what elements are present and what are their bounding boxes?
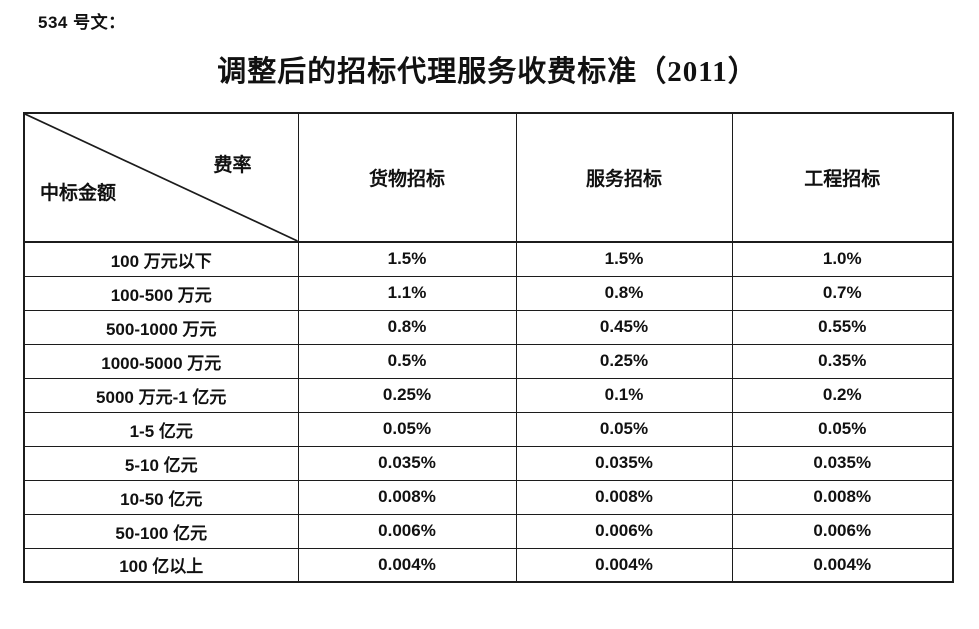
row-amount-label: 5000 万元-1 亿元	[23, 377, 299, 413]
cell-engineering-rate: 0.55%	[731, 309, 954, 345]
cell-goods-rate: 0.035%	[297, 445, 517, 481]
cell-service-rate: 0.8%	[515, 275, 733, 311]
table-row: 500-1000 万元 0.8% 0.45% 0.55%	[23, 309, 954, 345]
cell-service-rate: 0.004%	[515, 547, 733, 583]
table-row: 5-10 亿元 0.035% 0.035% 0.035%	[23, 445, 954, 481]
corner-label-rate: 费率	[213, 155, 252, 176]
column-header-engineering-bidding: 工程招标	[731, 112, 954, 243]
column-header-service-bidding: 服务招标	[515, 112, 733, 243]
row-amount-label: 10-50 亿元	[23, 479, 299, 515]
cell-service-rate: 0.45%	[515, 309, 733, 345]
cell-engineering-rate: 0.2%	[731, 377, 954, 413]
header-row: 费率 中标金额 货物招标 服务招标 工程招标	[23, 112, 954, 243]
cell-goods-rate: 1.1%	[297, 275, 517, 311]
table-row: 100-500 万元 1.1% 0.8% 0.7%	[23, 275, 954, 311]
row-amount-label: 100 亿以上	[23, 547, 299, 583]
row-amount-label: 100 万元以下	[23, 241, 299, 277]
cell-goods-rate: 0.008%	[297, 479, 517, 515]
corner-header-cell: 费率 中标金额	[23, 112, 299, 243]
cell-engineering-rate: 0.008%	[731, 479, 954, 515]
cell-engineering-rate: 0.035%	[731, 445, 954, 481]
row-amount-label: 1000-5000 万元	[23, 343, 299, 379]
cell-goods-rate: 0.006%	[297, 513, 517, 549]
cell-goods-rate: 1.5%	[297, 241, 517, 277]
cell-goods-rate: 0.5%	[297, 343, 517, 379]
doc-number-label: 534 号文：	[38, 13, 126, 32]
corner-label-amount: 中标金额	[40, 183, 117, 204]
cell-service-rate: 0.1%	[515, 377, 733, 413]
table-row: 1000-5000 万元 0.5% 0.25% 0.35%	[23, 343, 954, 379]
cell-goods-rate: 0.004%	[297, 547, 517, 583]
row-amount-label: 100-500 万元	[23, 275, 299, 311]
table-row: 100 万元以下 1.5% 1.5% 1.0%	[23, 241, 954, 277]
table-row: 50-100 亿元 0.006% 0.006% 0.006%	[23, 513, 954, 549]
cell-goods-rate: 0.8%	[297, 309, 517, 345]
cell-service-rate: 1.5%	[515, 241, 733, 277]
row-amount-label: 500-1000 万元	[23, 309, 299, 345]
cell-service-rate: 0.006%	[515, 513, 733, 549]
cell-engineering-rate: 0.35%	[731, 343, 954, 379]
table-row: 5000 万元-1 亿元 0.25% 0.1% 0.2%	[23, 377, 954, 413]
cell-service-rate: 0.25%	[515, 343, 733, 379]
fee-standard-table: 费率 中标金额 货物招标 服务招标 工程招标 100 万元以下 1.5% 1.5% 1…	[23, 112, 954, 583]
cell-service-rate: 0.035%	[515, 445, 733, 481]
table-row: 1-5 亿元 0.05% 0.05% 0.05%	[23, 411, 954, 447]
cell-engineering-rate: 0.004%	[731, 547, 954, 583]
row-amount-label: 1-5 亿元	[23, 411, 299, 447]
cell-engineering-rate: 0.006%	[731, 513, 954, 549]
table-row: 10-50 亿元 0.008% 0.008% 0.008%	[23, 479, 954, 515]
table-row: 100 亿以上 0.004% 0.004% 0.004%	[23, 547, 954, 583]
cell-engineering-rate: 0.7%	[731, 275, 954, 311]
cell-service-rate: 0.05%	[515, 411, 733, 447]
page-title: 调整后的招标代理服务收费标准（2011）	[217, 56, 758, 88]
column-header-goods-bidding: 货物招标	[297, 112, 517, 243]
cell-service-rate: 0.008%	[515, 479, 733, 515]
cell-engineering-rate: 0.05%	[731, 411, 954, 447]
diagonal-divider-line	[25, 114, 298, 241]
row-amount-label: 5-10 亿元	[23, 445, 299, 481]
cell-goods-rate: 0.25%	[297, 377, 517, 413]
table-body: 100 万元以下 1.5% 1.5% 1.0% 100-500 万元 1.1% 0.8% 0.…	[23, 241, 954, 583]
row-amount-label: 50-100 亿元	[23, 513, 299, 549]
cell-goods-rate: 0.05%	[297, 411, 517, 447]
cell-engineering-rate: 1.0%	[731, 241, 954, 277]
